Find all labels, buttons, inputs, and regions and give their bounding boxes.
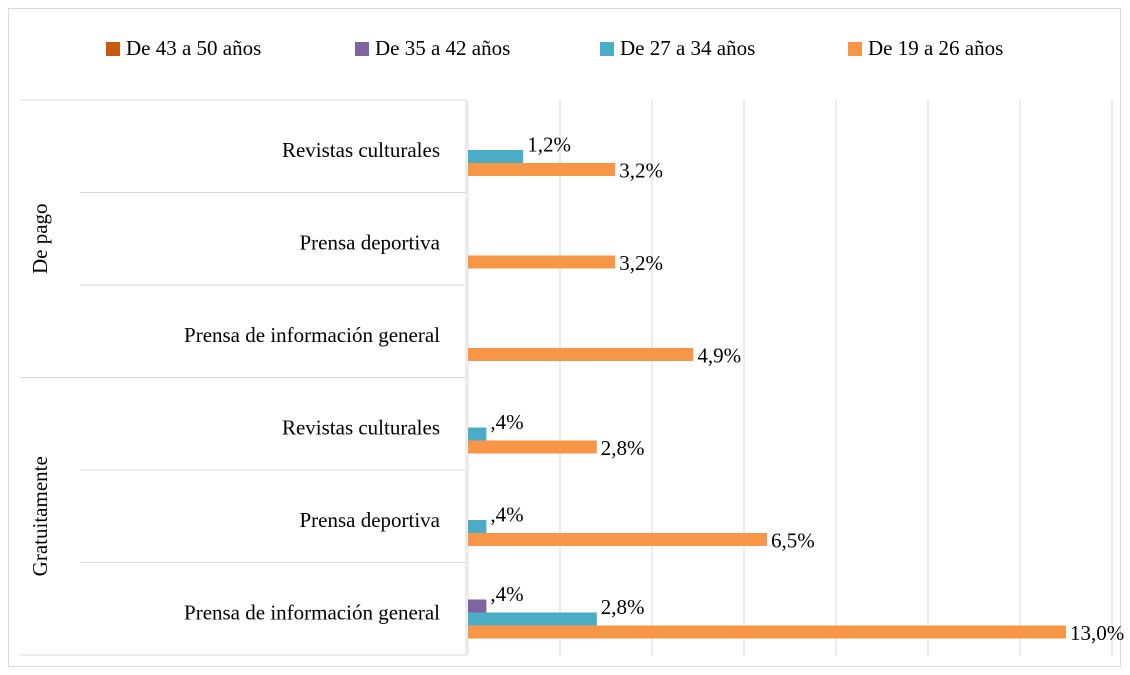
bar	[468, 348, 694, 361]
bar	[468, 599, 487, 613]
legend-swatch	[106, 42, 120, 56]
category-label: Revistas culturales	[282, 415, 440, 439]
value-label: 13,0%	[1070, 621, 1124, 645]
chart-border	[8, 8, 1121, 667]
bar	[468, 163, 616, 176]
legend-label: De 19 a 26 años	[868, 36, 1003, 60]
bar	[468, 255, 616, 269]
category-label: Prensa de información general	[184, 600, 440, 624]
category-label: Revistas culturales	[282, 138, 440, 162]
category-label: Prensa de información general	[184, 323, 440, 347]
value-label: 2,8%	[601, 595, 645, 619]
legend-label: De 35 a 42 años	[375, 36, 510, 60]
value-label: 3,2%	[619, 158, 663, 182]
bar	[468, 150, 524, 163]
bar	[468, 440, 597, 454]
value-label: ,4%	[490, 410, 523, 434]
category-label: Prensa deportiva	[299, 230, 440, 254]
value-label: 3,2%	[619, 251, 663, 275]
bar	[468, 427, 487, 441]
value-label: 1,2%	[527, 132, 571, 156]
value-label: ,4%	[490, 502, 523, 526]
value-label: 6,5%	[771, 528, 815, 552]
bar	[468, 612, 597, 626]
legend-swatch	[600, 42, 614, 56]
legend-swatch	[848, 42, 862, 56]
bar	[468, 533, 767, 546]
value-label: ,4%	[490, 582, 523, 606]
legend-label: De 27 a 34 años	[620, 36, 755, 60]
value-label: 2,8%	[601, 436, 645, 460]
group-label: Gratuitamente	[28, 456, 52, 576]
bar	[468, 520, 487, 533]
legend-label: De 43 a 50 años	[126, 36, 261, 60]
value-label: 4,9%	[697, 343, 741, 367]
group-label: De pago	[28, 203, 52, 274]
bar	[468, 625, 1066, 639]
legend-swatch	[355, 42, 369, 56]
category-label: Prensa deportiva	[299, 508, 440, 532]
